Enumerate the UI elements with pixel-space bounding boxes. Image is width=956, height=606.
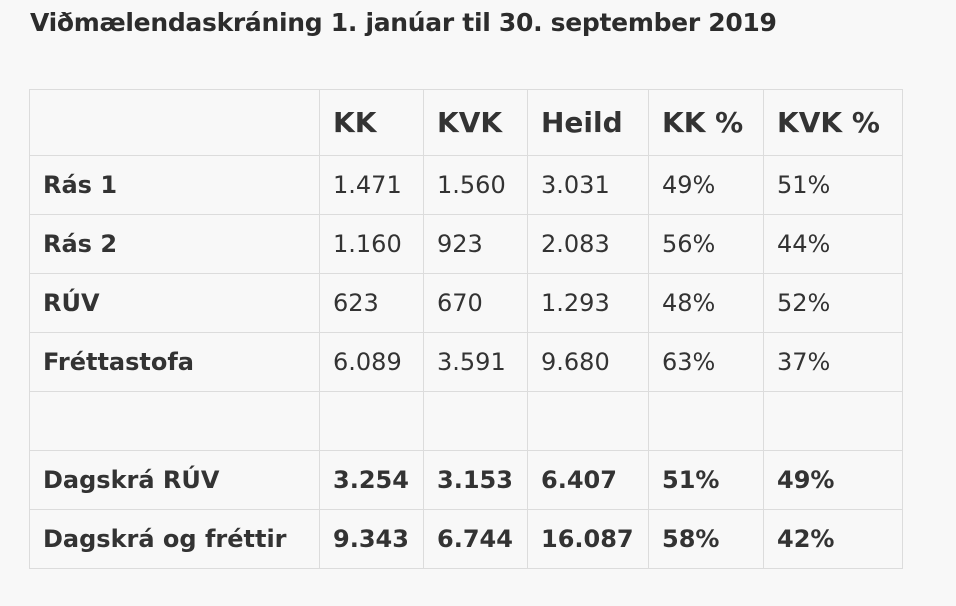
cell-kk: 1.471 bbox=[319, 155, 424, 215]
header-cell-heild: Heild bbox=[527, 89, 649, 156]
cell-kvk: 670 bbox=[423, 273, 528, 333]
cell-heild: 6.407 bbox=[527, 450, 649, 510]
cell-kk-pct: 63% bbox=[648, 332, 764, 392]
cell-kk-pct bbox=[648, 391, 764, 451]
table-header-row: KK KVK Heild KK % KVK % bbox=[29, 89, 903, 156]
cell-kvk: 6.744 bbox=[423, 509, 528, 569]
cell-kvk-pct: 51% bbox=[763, 155, 903, 215]
cell-kvk-pct bbox=[763, 391, 903, 451]
cell-heild: 9.680 bbox=[527, 332, 649, 392]
table-row: Rás 2 1.160 923 2.083 56% 44% bbox=[29, 214, 903, 274]
row-label: Rás 2 bbox=[29, 214, 320, 274]
header-cell-kk-pct: KK % bbox=[648, 89, 764, 156]
cell-kvk: 3.591 bbox=[423, 332, 528, 392]
table-row-total: Dagskrá RÚV 3.254 3.153 6.407 51% 49% bbox=[29, 450, 903, 510]
cell-kk-pct: 48% bbox=[648, 273, 764, 333]
cell-kvk-pct: 44% bbox=[763, 214, 903, 274]
cell-kk-pct: 58% bbox=[648, 509, 764, 569]
cell-kvk: 3.153 bbox=[423, 450, 528, 510]
header-cell-kvk-pct: KVK % bbox=[763, 89, 903, 156]
cell-kk: 6.089 bbox=[319, 332, 424, 392]
cell-kk: 1.160 bbox=[319, 214, 424, 274]
cell-heild: 3.031 bbox=[527, 155, 649, 215]
row-label: Dagskrá RÚV bbox=[29, 450, 320, 510]
cell-kk bbox=[319, 391, 424, 451]
table-row: RÚV 623 670 1.293 48% 52% bbox=[29, 273, 903, 333]
cell-heild: 1.293 bbox=[527, 273, 649, 333]
statistics-table: KK KVK Heild KK % KVK % Rás 1 1.471 1.56… bbox=[29, 89, 903, 569]
table-row-total: Dagskrá og fréttir 9.343 6.744 16.087 58… bbox=[29, 509, 903, 569]
cell-kk-pct: 56% bbox=[648, 214, 764, 274]
cell-kvk: 923 bbox=[423, 214, 528, 274]
row-label: Fréttastofa bbox=[29, 332, 320, 392]
cell-kvk-pct: 52% bbox=[763, 273, 903, 333]
header-cell-kk: KK bbox=[319, 89, 424, 156]
row-label bbox=[29, 391, 320, 451]
cell-kvk-pct: 37% bbox=[763, 332, 903, 392]
header-cell-kvk: KVK bbox=[423, 89, 528, 156]
cell-kvk-pct: 42% bbox=[763, 509, 903, 569]
cell-kk: 623 bbox=[319, 273, 424, 333]
table-row: Rás 1 1.471 1.560 3.031 49% 51% bbox=[29, 155, 903, 215]
cell-kvk-pct: 49% bbox=[763, 450, 903, 510]
row-label: Dagskrá og fréttir bbox=[29, 509, 320, 569]
cell-kvk bbox=[423, 391, 528, 451]
cell-kk: 9.343 bbox=[319, 509, 424, 569]
cell-kk: 3.254 bbox=[319, 450, 424, 510]
cell-kvk: 1.560 bbox=[423, 155, 528, 215]
row-label: RÚV bbox=[29, 273, 320, 333]
cell-kk-pct: 49% bbox=[648, 155, 764, 215]
cell-heild: 2.083 bbox=[527, 214, 649, 274]
header-cell-empty bbox=[29, 89, 320, 156]
cell-heild: 16.087 bbox=[527, 509, 649, 569]
page-title: Viðmælendaskráning 1. janúar til 30. sep… bbox=[30, 8, 777, 37]
table-row-empty bbox=[29, 391, 903, 451]
row-label: Rás 1 bbox=[29, 155, 320, 215]
cell-heild bbox=[527, 391, 649, 451]
cell-kk-pct: 51% bbox=[648, 450, 764, 510]
table-row: Fréttastofa 6.089 3.591 9.680 63% 37% bbox=[29, 332, 903, 392]
